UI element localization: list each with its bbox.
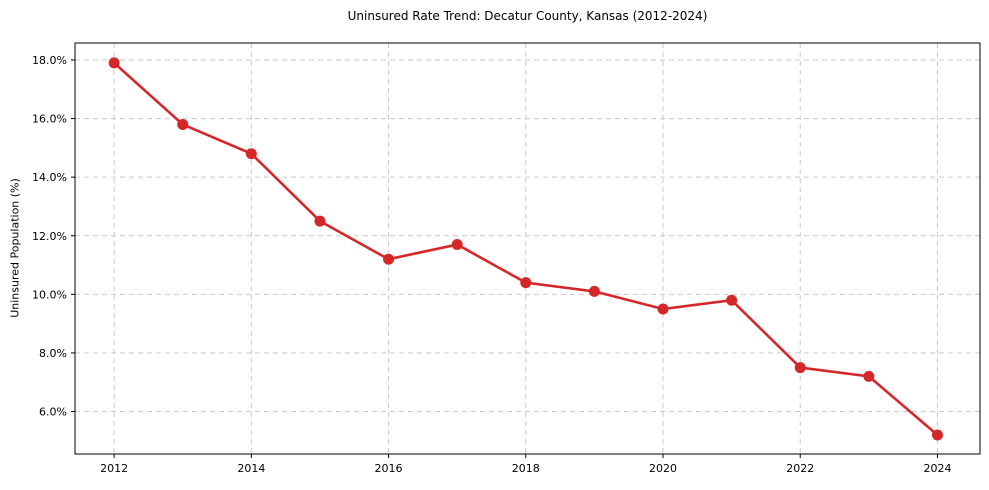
- chart-title: Uninsured Rate Trend: Decatur County, Ka…: [347, 9, 708, 23]
- y-tick-label: 12.0%: [32, 230, 67, 243]
- data-point-marker: [177, 118, 189, 130]
- data-point-marker: [314, 215, 326, 227]
- data-point-marker: [931, 429, 943, 441]
- x-tick-label: 2012: [100, 462, 128, 475]
- axis-ticks: 6.0% 8.0% 10.0% 12.0% 14.0% 16.0% 18.0% 2012 201…: [32, 54, 951, 475]
- data-point-marker: [245, 148, 257, 160]
- x-tick-label: 2020: [649, 462, 677, 475]
- data-point-marker: [520, 277, 532, 289]
- y-tick-label: 16.0%: [32, 113, 67, 126]
- data-point-marker: [794, 362, 806, 374]
- data-point-marker: [383, 253, 395, 265]
- y-tick-label: 10.0%: [32, 288, 67, 301]
- data-point-marker: [451, 239, 463, 251]
- x-tick-label: 2022: [786, 462, 814, 475]
- x-tick-label: 2014: [237, 462, 265, 475]
- data-point-marker: [726, 294, 738, 306]
- plot-border: [74, 42, 981, 455]
- grid-layer: [75, 43, 980, 454]
- x-tick-label: 2024: [923, 462, 951, 475]
- data-point-marker: [863, 370, 875, 382]
- data-point-marker: [588, 285, 600, 297]
- y-tick-label: 14.0%: [32, 171, 67, 184]
- y-tick-label: 8.0%: [39, 347, 67, 360]
- data-point-marker: [657, 303, 669, 315]
- y-tick-label: 6.0%: [39, 406, 67, 419]
- y-tick-label: 18.0%: [32, 54, 67, 67]
- x-tick-label: 2018: [512, 462, 540, 475]
- marker-layer: [108, 57, 943, 441]
- data-point-marker: [108, 57, 120, 69]
- x-tick-label: 2016: [375, 462, 403, 475]
